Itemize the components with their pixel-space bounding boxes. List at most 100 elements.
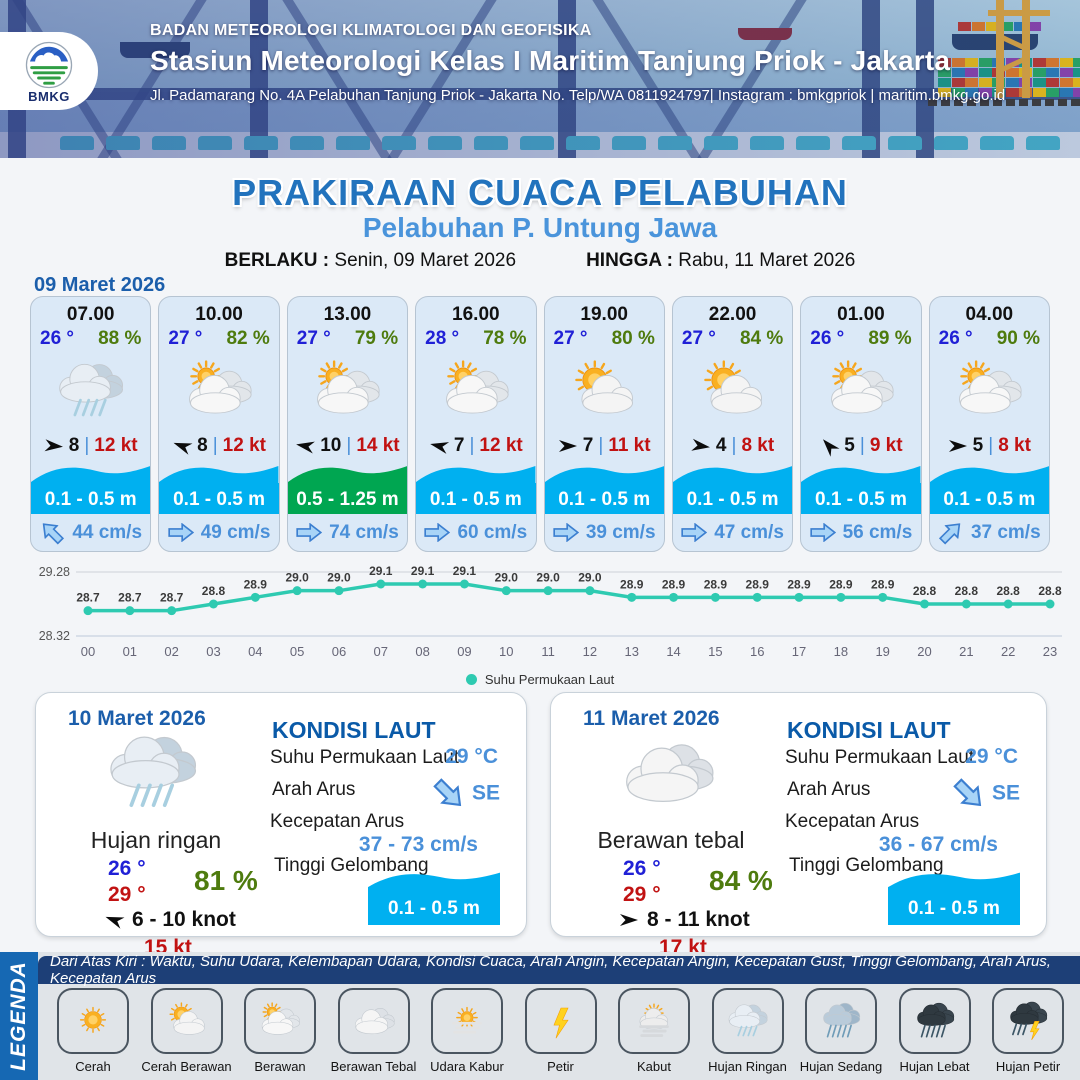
- wind-row: 8 - 11 knot: [619, 908, 750, 932]
- svg-text:28.9: 28.9: [704, 577, 728, 591]
- svg-text:17: 17: [792, 644, 806, 659]
- wave-height: 0.1 - 0.5 m: [429, 489, 522, 510]
- forecast-card: 01.00 26 ° 89 % 5 | 9 kt 0.1 - 0.5 m 56 …: [800, 296, 922, 552]
- svg-text:28.9: 28.9: [244, 577, 268, 591]
- svg-text:15: 15: [708, 644, 722, 659]
- svg-text:29.0: 29.0: [495, 571, 519, 585]
- separator: |: [469, 435, 475, 456]
- wind-direction-icon: [102, 910, 126, 930]
- berawan-tebal-icon: [626, 744, 714, 802]
- berawan-icon: [261, 1002, 300, 1035]
- header-overlay: [0, 0, 1080, 158]
- current-speed: 37 cm/s: [970, 521, 1041, 543]
- svg-text:03: 03: [206, 644, 220, 659]
- bmkg-logo: BMKG: [0, 32, 98, 110]
- wind-speed: 5: [972, 435, 984, 456]
- wave-height: 0.1 - 0.5 m: [558, 489, 651, 510]
- wind-direction-icon: [294, 437, 316, 454]
- legend-icon-box: [244, 988, 316, 1054]
- wind-speed: 7: [453, 435, 465, 456]
- cerah-icon: [79, 1006, 107, 1033]
- current-row: 37 cm/s: [930, 514, 1049, 551]
- hujan-sedang-icon: [823, 1002, 861, 1038]
- forecast-card: 19.00 27 ° 80 % 7 | 11 kt 0.1 - 0.5 m 39…: [543, 296, 665, 552]
- gust-speed: 11 kt: [608, 435, 651, 456]
- svg-text:28.9: 28.9: [746, 577, 770, 591]
- svg-text:11: 11: [541, 644, 555, 659]
- svg-text:28.9: 28.9: [662, 577, 686, 591]
- humidity: 81 %: [194, 865, 258, 896]
- udara-kabur-icon: [452, 1006, 482, 1034]
- svg-text:12: 12: [583, 644, 597, 659]
- air-temperature: 27 °: [168, 328, 203, 349]
- wind-direction-icon: [817, 434, 841, 458]
- wave-height-block: 0.1 - 0.5 m: [801, 462, 921, 514]
- legend-marker: [465, 674, 477, 685]
- sst-label: Suhu Permukaan Laut: [785, 747, 975, 768]
- wind-row: 5 | 9 kt: [801, 432, 920, 460]
- legend-item-label: Kabut: [637, 1059, 671, 1074]
- separator: |: [84, 435, 90, 456]
- weather-condition-icon: [159, 350, 278, 432]
- current-speed-value: 36 - 67 cm/s: [878, 833, 998, 856]
- legend-vertical-label: LEGENDA: [7, 961, 30, 1071]
- svg-text:18: 18: [834, 644, 848, 659]
- svg-text:23: 23: [1043, 644, 1057, 659]
- hourly-forecast-cards: 07.00 26 ° 88 % 8 | 12 kt 0.1 - 0.5 m 44…: [30, 296, 1050, 552]
- svg-text:29.1: 29.1: [411, 564, 435, 578]
- panel-date: 11 Maret 2026: [583, 707, 720, 730]
- forecast-time: 19.00: [580, 304, 628, 325]
- wind-direction-icon: [170, 436, 194, 456]
- wind-row: 7 | 12 kt: [416, 432, 535, 460]
- port-name-subtitle: Pelabuhan P. Untung Jawa: [362, 212, 718, 243]
- berlaku-label: BERLAKU :: [224, 250, 330, 271]
- svg-text:28.8: 28.8: [913, 584, 937, 598]
- current-row: 44 cm/s: [31, 514, 150, 551]
- air-temperature: 26 °: [40, 328, 75, 349]
- svg-text:28.9: 28.9: [871, 577, 895, 591]
- sst-value: 29 °C: [965, 745, 1018, 768]
- wave-crest: [159, 466, 279, 484]
- wave-height-block: 0.1 - 0.5 m: [31, 462, 151, 514]
- hujan-ringan-icon: [58, 363, 123, 417]
- current-direction-icon: [681, 523, 708, 542]
- panel-date: 10 Maret 2026: [68, 707, 206, 730]
- wave-height-block: 0.1 - 0.5 m: [929, 462, 1049, 514]
- forecast-card: 07.00 26 ° 88 % 8 | 12 kt 0.1 - 0.5 m 44…: [30, 296, 152, 552]
- berawan-tebal-icon: [354, 1008, 395, 1035]
- kabut-icon: [639, 1003, 669, 1037]
- bmkg-logo-icon: [25, 41, 73, 88]
- air-temperature: 27 °: [553, 328, 588, 349]
- cerah-berawan-icon: [575, 360, 634, 414]
- wave-crest: [31, 466, 151, 484]
- forecast-card: 13.00 27 ° 79 % 10 | 14 kt 0.5 - 1.25 m …: [286, 296, 409, 552]
- wave-height: 0.1 - 0.5 m: [814, 489, 907, 510]
- humidity: 84 %: [709, 865, 773, 896]
- svg-text:04: 04: [248, 644, 262, 659]
- separator: |: [346, 435, 352, 456]
- wave-height-box: 0.1 - 0.5 m: [888, 869, 1020, 925]
- svg-text:28.7: 28.7: [76, 591, 100, 605]
- header-banner: BMKG BADAN METEOROLOGI KLIMATOLOGI DAN G…: [0, 0, 1080, 158]
- humidity: 79 %: [354, 328, 399, 349]
- station-address: Jl. Padamarang No. 4A Pelabuhan Tanjung …: [150, 87, 1006, 104]
- chart-legend: Suhu Permukaan Laut: [0, 672, 1080, 687]
- wave-height: 0.1 - 0.5 m: [173, 489, 265, 510]
- wind-row: 4 | 8 kt: [673, 432, 792, 460]
- temp-max: 29 °: [623, 883, 661, 906]
- legend-vertical-banner: LEGENDA: [0, 952, 38, 1080]
- wind-direction-icon: [428, 437, 451, 455]
- forecast-time: 04.00: [965, 304, 1014, 325]
- bmkg-logo-text: BMKG: [28, 88, 70, 104]
- wind-speed: 4: [715, 435, 727, 456]
- gust-speed: 8 kt: [741, 435, 775, 456]
- humidity: 80 %: [611, 328, 655, 349]
- page-title: PRAKIRAAN CUACA PELABUHAN: [232, 172, 848, 213]
- wave-height-block: 0.1 - 0.5 m: [672, 462, 793, 514]
- gust-speed: 14 kt: [356, 435, 400, 456]
- wind-speed: 5: [844, 435, 855, 456]
- wave-height: 0.1 - 0.5 m: [943, 489, 1036, 510]
- weather-condition-icon: [288, 350, 407, 432]
- weather-condition-icon: [88, 725, 218, 821]
- current-direction-icon: [36, 517, 68, 549]
